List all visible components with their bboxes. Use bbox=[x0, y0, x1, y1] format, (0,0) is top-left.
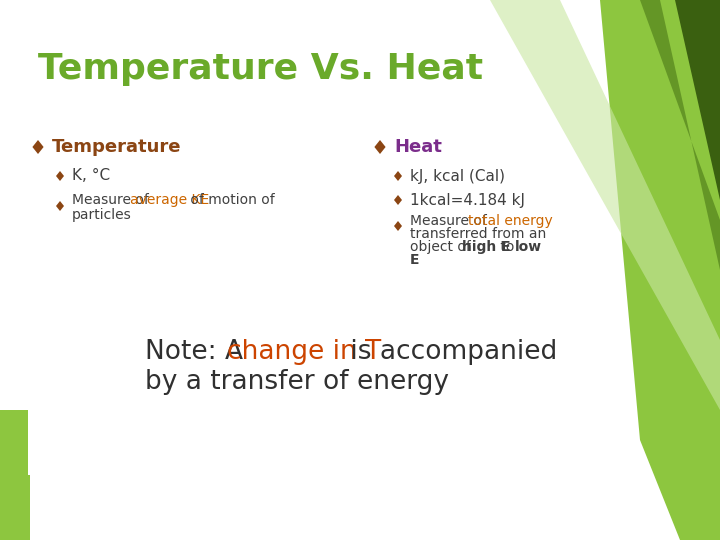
Text: Temperature Vs. Heat: Temperature Vs. Heat bbox=[38, 52, 483, 86]
Polygon shape bbox=[0, 475, 30, 540]
Polygon shape bbox=[56, 171, 64, 181]
Text: low: low bbox=[515, 240, 542, 254]
Polygon shape bbox=[600, 0, 720, 540]
Text: Measure of: Measure of bbox=[72, 193, 153, 207]
Polygon shape bbox=[374, 140, 386, 154]
Polygon shape bbox=[675, 0, 720, 200]
Polygon shape bbox=[595, 0, 720, 270]
Polygon shape bbox=[0, 410, 28, 540]
Text: Temperature: Temperature bbox=[52, 138, 181, 156]
Text: K, °C: K, °C bbox=[72, 168, 110, 184]
Text: kJ, kcal (Cal): kJ, kcal (Cal) bbox=[410, 168, 505, 184]
Text: Heat: Heat bbox=[394, 138, 442, 156]
Polygon shape bbox=[490, 0, 720, 410]
Text: change in T: change in T bbox=[227, 339, 382, 365]
Text: high E: high E bbox=[462, 240, 510, 254]
Polygon shape bbox=[394, 195, 402, 205]
Text: Measure of: Measure of bbox=[410, 214, 491, 228]
Text: to: to bbox=[496, 240, 518, 254]
Text: object of: object of bbox=[410, 240, 475, 254]
Text: by a transfer of energy: by a transfer of energy bbox=[145, 369, 449, 395]
Text: Note: A: Note: A bbox=[145, 339, 251, 365]
Polygon shape bbox=[32, 140, 44, 154]
Text: average KE: average KE bbox=[130, 193, 210, 207]
Text: E: E bbox=[410, 253, 420, 267]
Text: 1kcal=4.184 kJ: 1kcal=4.184 kJ bbox=[410, 192, 525, 207]
Polygon shape bbox=[394, 221, 402, 231]
Polygon shape bbox=[56, 201, 64, 211]
Text: transferred from an: transferred from an bbox=[410, 227, 546, 241]
Text: particles: particles bbox=[72, 208, 132, 222]
Polygon shape bbox=[394, 171, 402, 181]
Text: of motion of: of motion of bbox=[186, 193, 275, 207]
Text: is accompanied: is accompanied bbox=[342, 339, 557, 365]
Text: total energy: total energy bbox=[468, 214, 553, 228]
